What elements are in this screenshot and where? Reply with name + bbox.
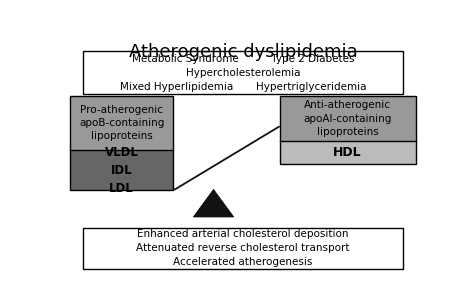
- Text: HDL: HDL: [333, 146, 362, 159]
- FancyBboxPatch shape: [83, 228, 403, 269]
- FancyBboxPatch shape: [280, 95, 416, 141]
- FancyBboxPatch shape: [83, 51, 403, 95]
- Text: Enhanced arterial cholesterol deposition
Attenuated reverse cholesterol transpor: Enhanced arterial cholesterol deposition…: [136, 229, 350, 267]
- FancyBboxPatch shape: [70, 150, 173, 190]
- Text: Metabolic Syndrome          Type 2 Diabetes
Hypercholesterolemia
Mixed Hyperlipi: Metabolic Syndrome Type 2 Diabetes Hyper…: [119, 54, 366, 92]
- FancyBboxPatch shape: [70, 95, 173, 150]
- Text: Atherogenic dyslipidemia: Atherogenic dyslipidemia: [128, 43, 357, 61]
- Text: VLDL
IDL
LDL: VLDL IDL LDL: [105, 146, 138, 195]
- Text: Anti-atherogenic
apoAI-containing
lipoproteins: Anti-atherogenic apoAI-containing lipopr…: [303, 100, 392, 137]
- Polygon shape: [193, 189, 234, 217]
- Text: Pro-atherogenic
apoB-containing
lipoproteins: Pro-atherogenic apoB-containing lipoprot…: [79, 105, 164, 141]
- FancyBboxPatch shape: [280, 141, 416, 164]
